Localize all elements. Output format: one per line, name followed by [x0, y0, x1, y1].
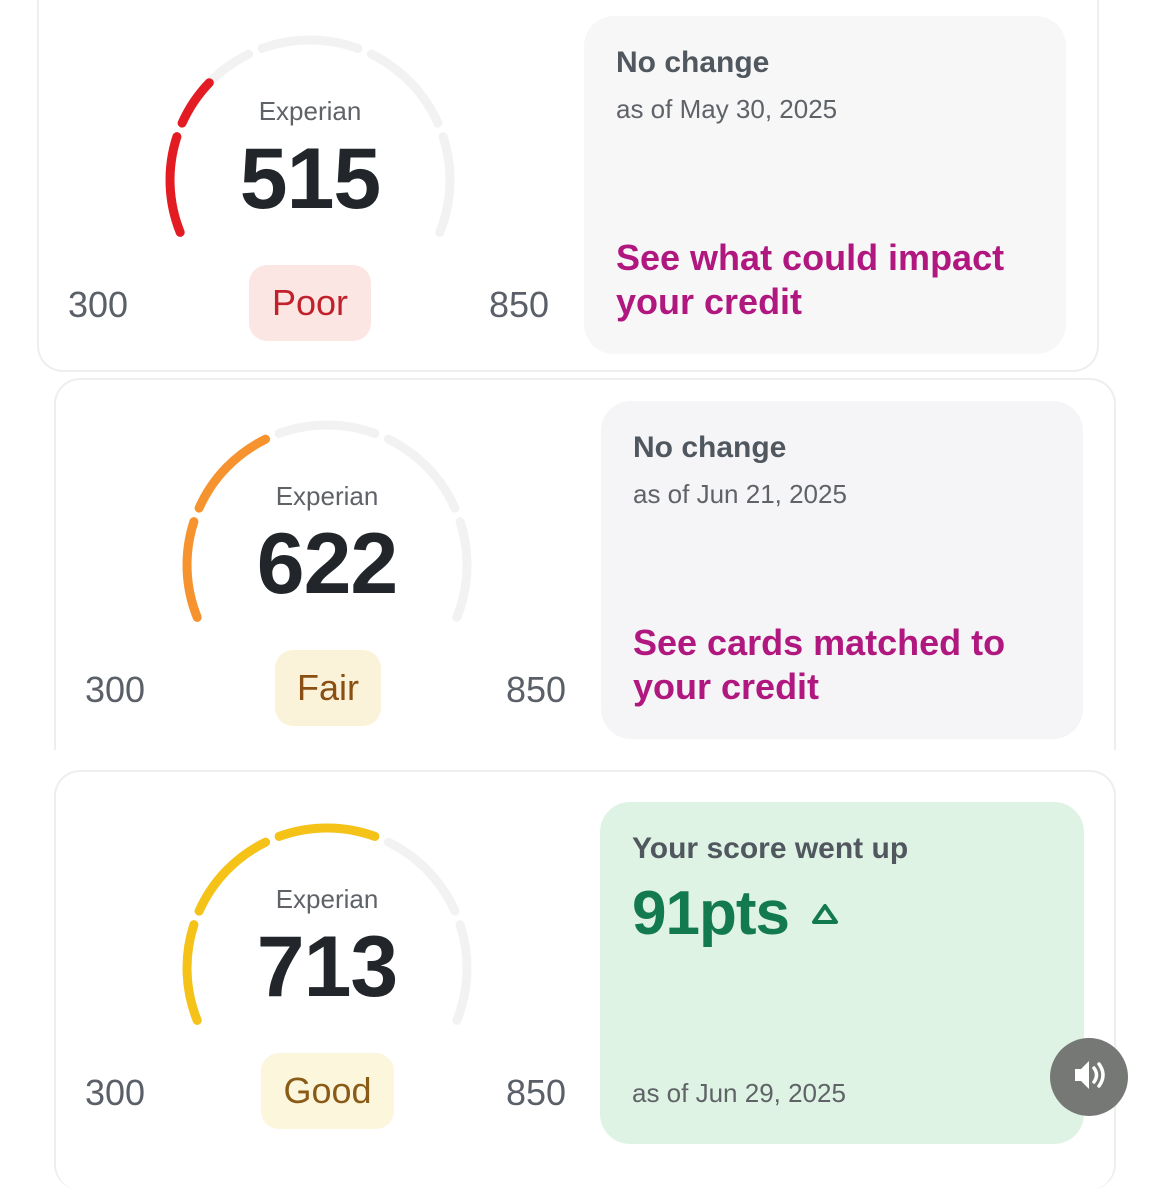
range-max: 850	[506, 669, 567, 710]
score-change: 91pts	[632, 878, 1052, 949]
bureau-label: Experian	[275, 481, 379, 511]
credit-score: 515	[239, 131, 382, 227]
gauge-arc-3	[182, 823, 472, 1025]
status-panel-2: No change as of Jun 21, 2025 See cards m…	[601, 401, 1083, 739]
matched-cards-link[interactable]: See cards matched to your credit	[633, 622, 1006, 707]
range-min: 300	[85, 1072, 146, 1113]
credit-score: 713	[256, 919, 399, 1015]
credit-score: 622	[256, 516, 399, 612]
score-gauge-2: Experian 622	[167, 415, 487, 655]
score-change-value: 91pts	[632, 879, 790, 948]
gauge-arc-1	[165, 35, 455, 237]
status-panel-1: No change as of May 30, 2025 See what co…	[584, 16, 1066, 354]
score-gauge-1: Experian 515	[150, 30, 470, 270]
triangle-up-icon	[811, 903, 839, 930]
speaker-icon	[1069, 1055, 1109, 1100]
status-date: as of Jun 29, 2025	[632, 1078, 846, 1108]
range-min: 300	[85, 669, 146, 710]
score-gauge-3: Experian 713	[167, 818, 487, 1058]
status-date: as of Jun 21, 2025	[633, 479, 847, 509]
status-title: Your score went up	[632, 832, 909, 865]
rating-badge: Fair	[275, 650, 381, 726]
impact-credit-link[interactable]: See what could impact your credit	[616, 237, 1005, 322]
gauge-arc-2	[182, 420, 472, 622]
range-max: 850	[506, 1072, 567, 1113]
status-panel-3: Your score went up 91pts as of Jun 29, 2…	[600, 802, 1084, 1144]
range-min: 300	[68, 284, 129, 325]
rating-badge: Good	[261, 1053, 394, 1129]
bureau-label: Experian	[258, 96, 362, 126]
status-date: as of May 30, 2025	[616, 94, 838, 124]
range-max: 850	[489, 284, 550, 325]
bureau-label: Experian	[275, 884, 379, 914]
rating-badge: Poor	[249, 265, 371, 341]
status-title: No change	[633, 431, 787, 464]
sound-toggle-button[interactable]	[1050, 1038, 1128, 1116]
status-title: No change	[616, 46, 770, 79]
